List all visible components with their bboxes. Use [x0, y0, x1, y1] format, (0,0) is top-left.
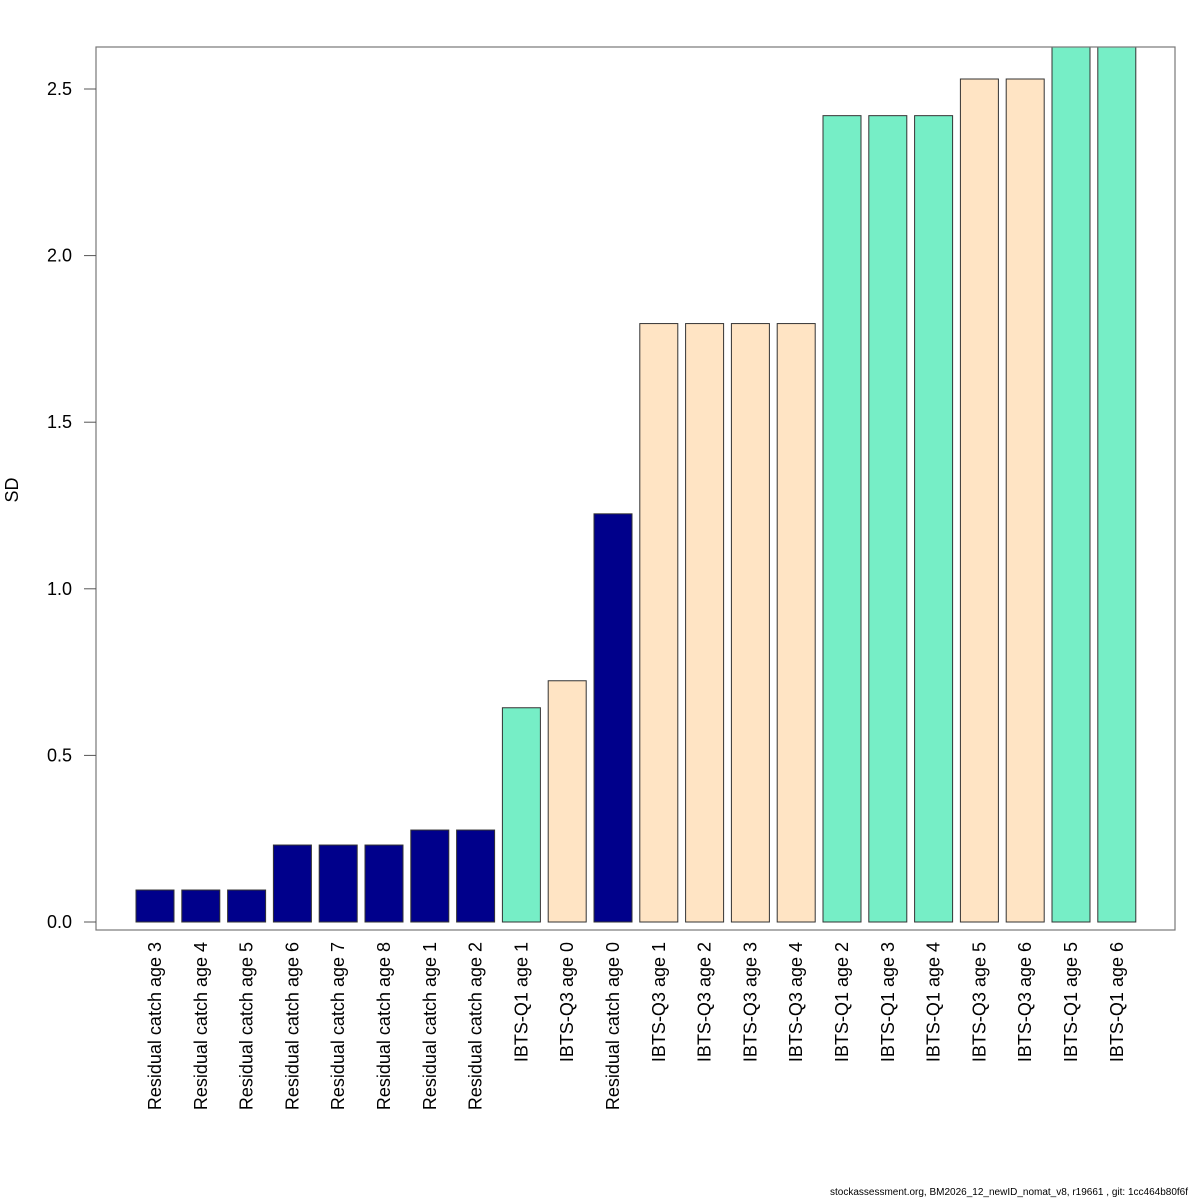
x-tick-label: IBTS-Q3 age 3 [740, 942, 760, 1062]
x-tick-label: IBTS-Q3 age 1 [649, 942, 669, 1062]
bar [547, 680, 587, 923]
bar [272, 844, 312, 923]
bar [181, 889, 221, 923]
x-tick-label: Residual catch age 8 [374, 942, 394, 1110]
y-tick-label: 1.0 [47, 579, 72, 599]
x-tick-label: Residual catch age 0 [603, 942, 623, 1110]
x-tick-label: Residual catch age 1 [420, 942, 440, 1110]
bar [685, 323, 725, 923]
bar [639, 323, 679, 923]
x-tick-label: IBTS-Q3 age 2 [695, 942, 715, 1062]
bar [914, 115, 954, 923]
x-tick-label: Residual catch age 3 [145, 942, 165, 1110]
y-tick-label: 0.0 [47, 912, 72, 932]
bar [456, 829, 496, 923]
y-tick-label: 2.0 [47, 246, 72, 266]
x-tick-label: IBTS-Q3 age 0 [557, 942, 577, 1062]
x-tick-label: IBTS-Q1 age 6 [1107, 942, 1127, 1062]
x-tick-label: Residual catch age 2 [466, 942, 486, 1110]
y-axis-label: SD [2, 477, 22, 502]
x-tick-label: IBTS-Q1 age 2 [832, 942, 852, 1062]
bar [1097, 47, 1137, 923]
x-tick-label: IBTS-Q1 age 1 [511, 942, 531, 1062]
x-tick-label: IBTS-Q1 age 4 [924, 942, 944, 1062]
plot-frame [95, 46, 1176, 931]
bar [1051, 47, 1091, 923]
bar [776, 323, 816, 923]
x-tick-label: IBTS-Q3 age 5 [969, 942, 989, 1062]
x-tick-label: IBTS-Q1 age 5 [1061, 942, 1081, 1062]
y-tick-label: 2.5 [47, 79, 72, 99]
bar [227, 889, 267, 923]
x-tick-label: Residual catch age 4 [191, 942, 211, 1110]
x-tick-label: IBTS-Q1 age 3 [878, 942, 898, 1062]
bar [959, 78, 999, 923]
y-tick-label: 1.5 [47, 412, 72, 432]
bar [730, 323, 770, 923]
x-tick-label: IBTS-Q3 age 6 [1015, 942, 1035, 1062]
x-tick-label: Residual catch age 5 [237, 942, 257, 1110]
x-tick-label: IBTS-Q3 age 4 [786, 942, 806, 1062]
bar [822, 115, 862, 923]
bar [1005, 78, 1045, 923]
bar [868, 115, 908, 923]
bar [410, 829, 450, 923]
bar [135, 889, 175, 923]
bar [318, 844, 358, 923]
y-tick-label: 0.5 [47, 745, 72, 765]
x-tick-label: Residual catch age 6 [282, 942, 302, 1110]
bar [364, 844, 404, 923]
bar [593, 513, 633, 923]
x-tick-label: Residual catch age 7 [328, 942, 348, 1110]
footer-caption: stockassessment.org, BM2026_12_newID_nom… [830, 1187, 1188, 1198]
bar [501, 707, 541, 923]
